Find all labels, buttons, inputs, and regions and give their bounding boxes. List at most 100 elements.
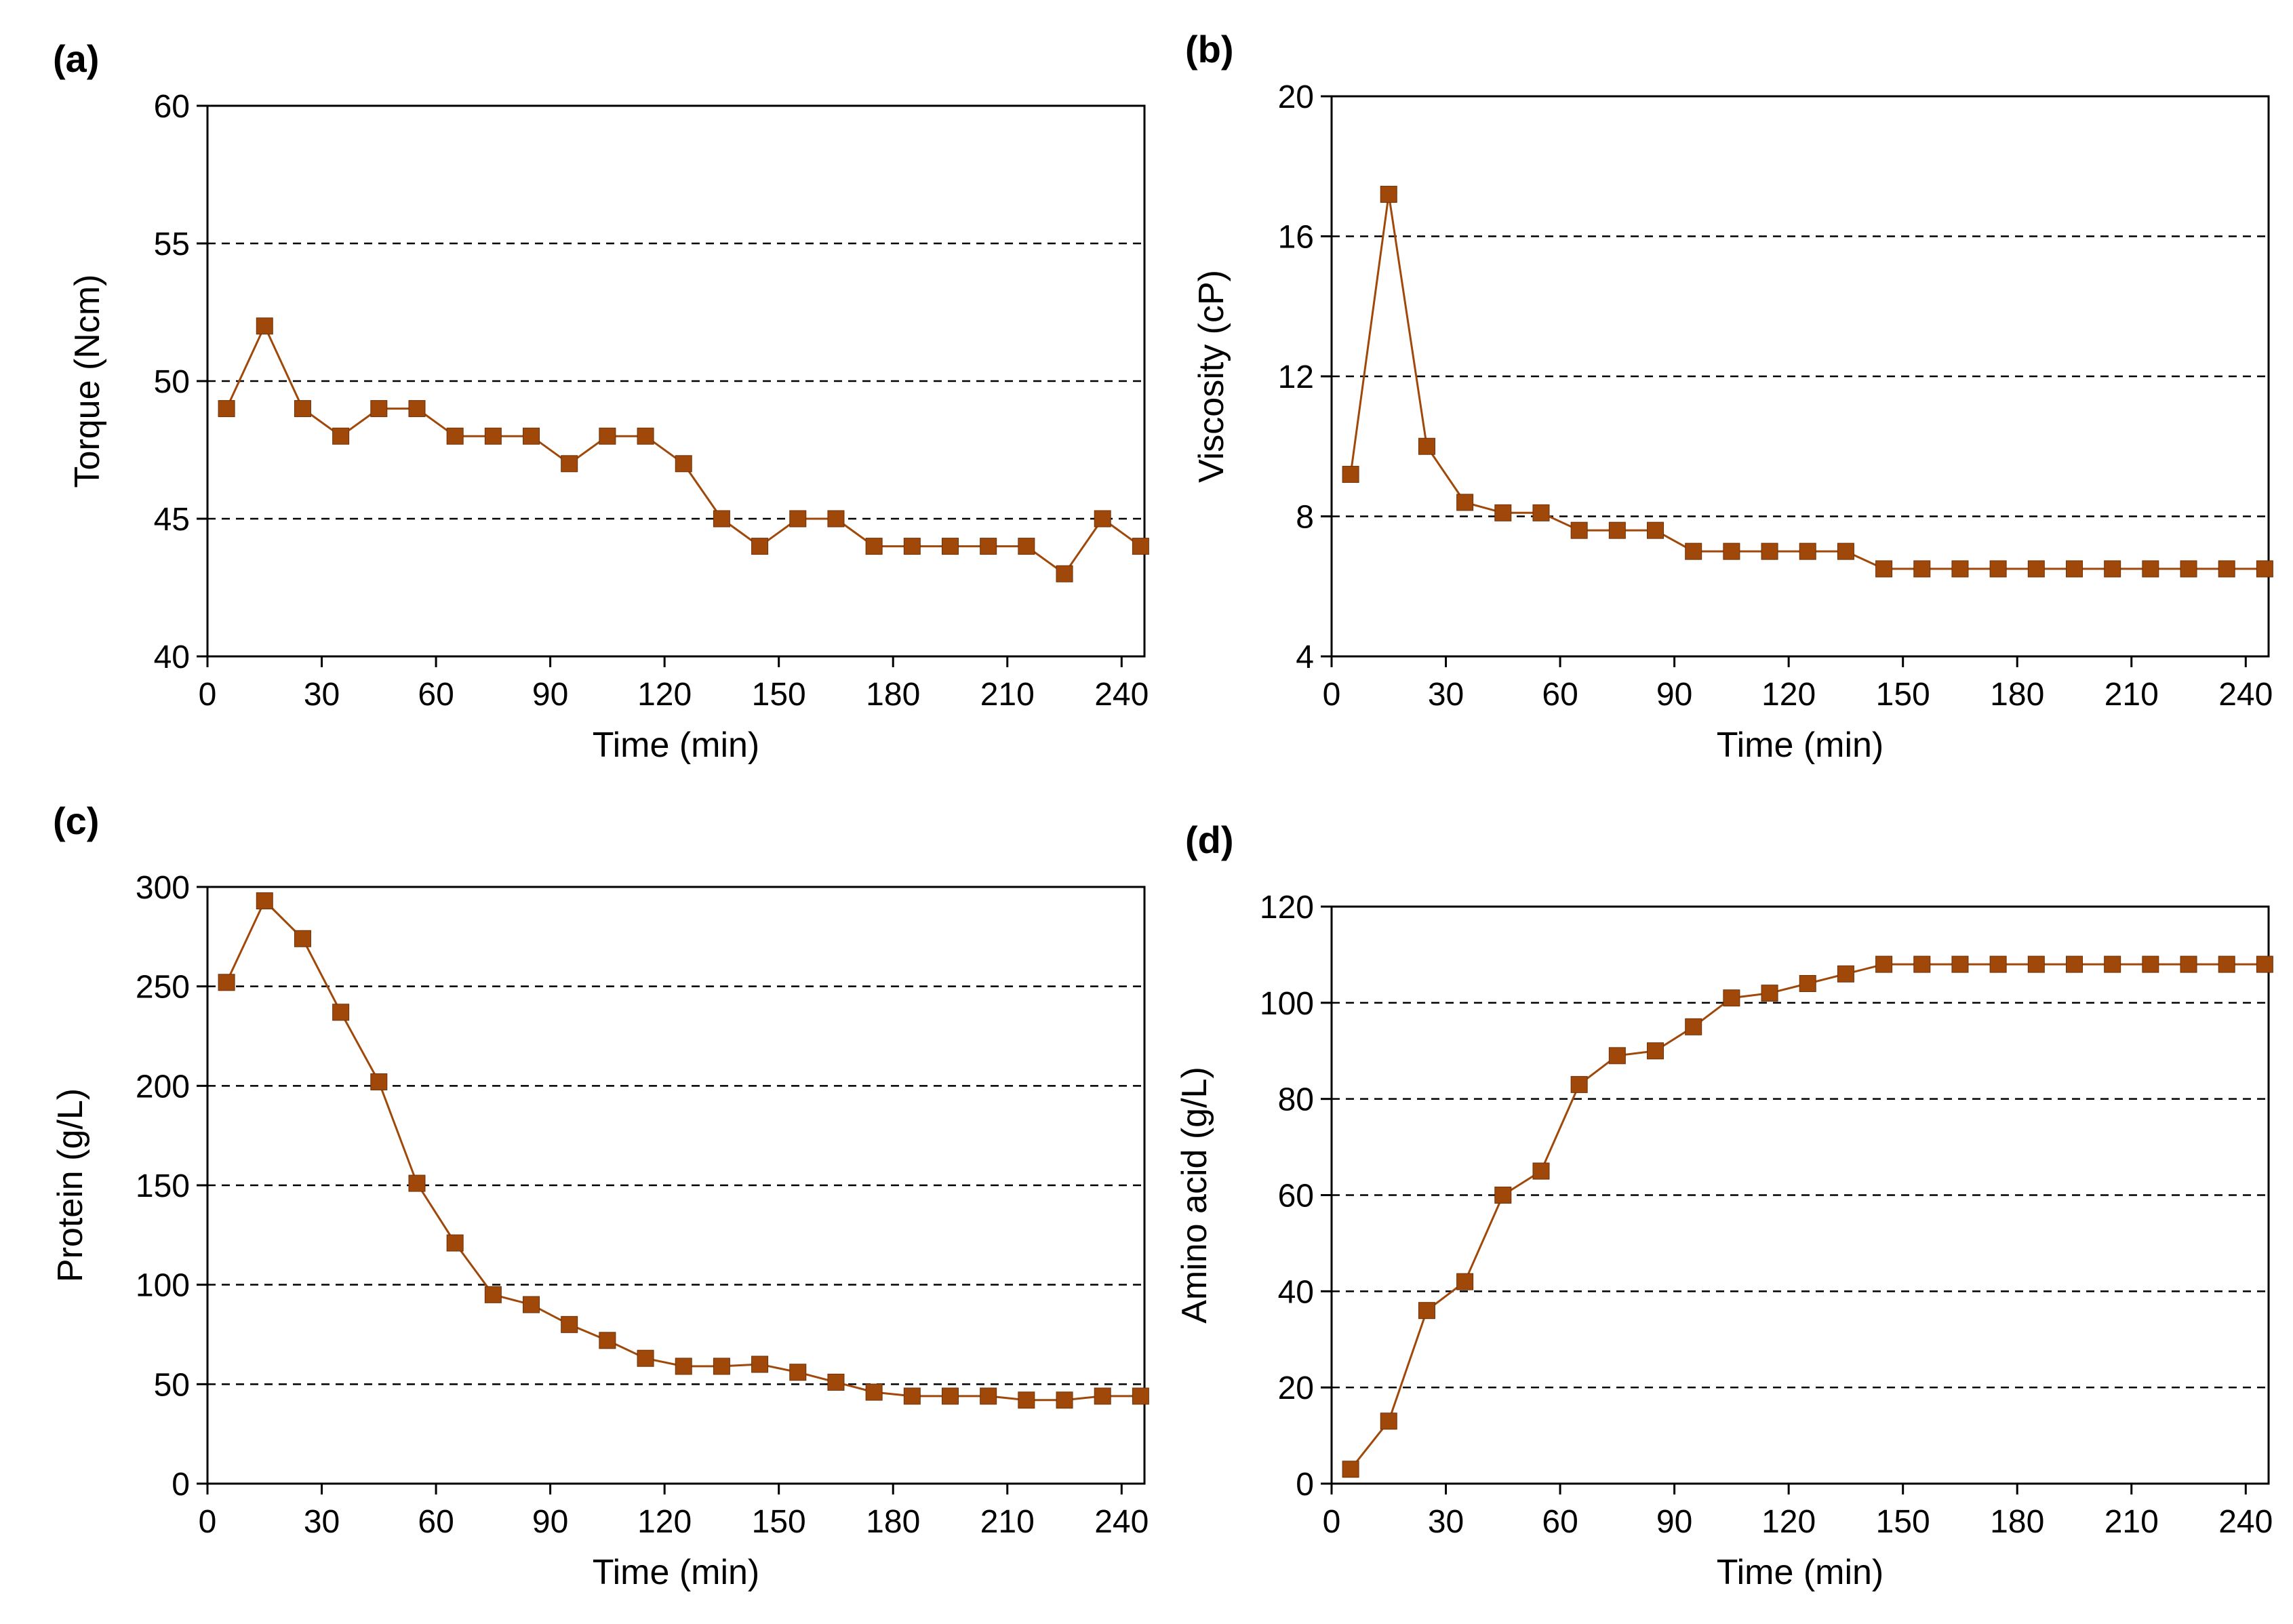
panel-d: (d) 0 20 40 60 80 100 120 0 30 60 90 120 150 180 210 24… — [1175, 818, 2273, 1592]
panel-b-y-tick-label: 20 — [1278, 79, 1314, 115]
panel-a-data-point — [561, 455, 578, 473]
panel-d-data-point — [1456, 1273, 1474, 1290]
panel-c-data-point — [523, 1296, 540, 1313]
panel-b-x-tick-label: 240 — [2218, 677, 2273, 713]
panel-d-x-tick-label: 0 — [1323, 1504, 1341, 1540]
panel-a-y-tick-label: 55 — [154, 226, 190, 262]
panel-c-y-tick-label: 200 — [136, 1069, 190, 1105]
panel-d-data-point — [2027, 955, 2045, 973]
panel-d-y-axis-title: Amino acid (g/L) — [1175, 1067, 1214, 1324]
panel-c-y-tick-label: 100 — [136, 1268, 190, 1304]
panel-a-y-axis-title: Torque (Ncm) — [68, 275, 107, 488]
panel-c-data-point — [561, 1315, 578, 1333]
panel-c-y-tick-label: 150 — [136, 1168, 190, 1204]
panel-d-data-point — [2218, 955, 2235, 973]
panel-a-data-point — [218, 400, 235, 418]
panel-a-x-tick-label: 120 — [637, 677, 692, 713]
panel-b-y-tick-label: 16 — [1278, 220, 1314, 256]
panel-a-x-axis-title: Time (min) — [593, 726, 760, 765]
panel-d-y-tick-label: 80 — [1278, 1082, 1314, 1118]
panel-d-y-tick-label: 20 — [1278, 1370, 1314, 1406]
panel-c-data-point — [599, 1332, 616, 1349]
panel-b-x-tick-label: 120 — [1761, 677, 1816, 713]
panel-a-data-point — [827, 510, 845, 528]
panel-d-x-tick-label: 150 — [1876, 1504, 1930, 1540]
panel-b-data-point — [1380, 186, 1397, 203]
panel-c-data-point — [713, 1358, 730, 1375]
panel-c-x-tick-label: 90 — [532, 1504, 568, 1540]
panel-b-data-point — [1875, 560, 1893, 578]
panel-c-data-point — [370, 1073, 388, 1090]
panel-c-data-point — [446, 1234, 464, 1252]
panel-b-data-point — [2065, 560, 2083, 578]
panel-d-y-tick-label: 120 — [1260, 890, 1314, 926]
panel-b-data-point — [1456, 494, 1474, 511]
panel-b-data-point — [1647, 521, 1664, 539]
panel-d-data-point — [1494, 1187, 1512, 1204]
panel-d-data-point — [2104, 955, 2121, 973]
panel-c-data-point — [789, 1364, 807, 1381]
panel-d-data-point — [2180, 955, 2197, 973]
panel-d-x-tick-label: 120 — [1761, 1504, 1816, 1540]
panel-a-x-tick-label: 240 — [1094, 677, 1149, 713]
panel-d-data-point — [1951, 955, 1969, 973]
panel-c-x-axis-title: Time (min) — [593, 1553, 760, 1592]
panel-c-data-point — [637, 1349, 654, 1367]
panel-d-y-tick-label: 100 — [1260, 986, 1314, 1022]
panel-b-data-point — [2218, 560, 2235, 578]
panel-d-data-point — [2256, 955, 2273, 973]
panel-c-x-tick-label: 30 — [304, 1504, 340, 1540]
panel-d-x-tick-label: 240 — [2218, 1504, 2273, 1540]
panel-b-series-line — [1349, 194, 2265, 570]
panel-d-x-tick-label: 180 — [1990, 1504, 2044, 1540]
panel-c-x-tick-label: 60 — [418, 1504, 454, 1540]
panel-b-data-point — [1570, 521, 1588, 539]
panel-a-x-tick-label: 0 — [199, 677, 217, 713]
panel-a-x-tick-label: 60 — [418, 677, 454, 713]
panel-b-x-tick-label: 180 — [1990, 677, 2044, 713]
panel-d-data-point — [1570, 1075, 1588, 1093]
panel-c-data-point — [941, 1387, 959, 1405]
panel-c-data-point — [1132, 1387, 1149, 1405]
panel-c-data-point — [218, 974, 235, 991]
panel-b-y-axis-title: Viscosity (cP) — [1192, 270, 1231, 483]
panel-b-x-tick-label: 210 — [2105, 677, 2159, 713]
panel-d-data-point — [1532, 1162, 1550, 1180]
panel-a-data-point — [1018, 538, 1035, 555]
panel-d-data-point — [1913, 955, 1931, 973]
panel-d-plot-frame — [1330, 905, 2270, 1485]
panel-d-x-axis-title: Time (min) — [1717, 1553, 1884, 1592]
panel-a-data-point — [599, 427, 616, 445]
panel-d-y-tick-label: 40 — [1278, 1274, 1314, 1310]
panel-a-x-tick-label: 150 — [752, 677, 806, 713]
panel-d-data-point — [1647, 1042, 1664, 1060]
panel-a-data-point — [1132, 538, 1149, 555]
panel-b-data-point — [1418, 437, 1435, 455]
panel-c: (c) 0 50 100 150 200 250 300 0 30 60 90 120 150 180 21… — [51, 799, 1149, 1592]
panel-a-data-point — [408, 400, 426, 418]
panel-b-data-point — [1532, 504, 1550, 521]
panel-b-data-point — [2142, 560, 2159, 578]
panel-b-label: (b) — [1185, 28, 1234, 71]
panel-c-data-point — [751, 1355, 769, 1373]
panel-b-data-point — [1951, 560, 1969, 578]
panel-d-data-point — [1761, 985, 1778, 1002]
panel-b-x-axis-title: Time (min) — [1717, 726, 1884, 765]
panel-a-data-point — [256, 317, 273, 335]
panel-d-data-point — [1799, 974, 1816, 992]
panel-b-x-tick-label: 90 — [1656, 677, 1692, 713]
panel-b-x-tick-label: 30 — [1428, 677, 1464, 713]
panel-d-data-point — [1875, 955, 1893, 973]
panel-a-data-point — [980, 538, 997, 555]
panel-a-x-tick-label: 180 — [866, 677, 920, 713]
panel-c-data-point — [865, 1383, 883, 1401]
panel-a-x-tick-label: 30 — [304, 677, 340, 713]
panel-d-data-point — [1723, 989, 1740, 1007]
panel-b-data-point — [1989, 560, 2007, 578]
panel-b-y-tick-label: 4 — [1296, 639, 1314, 675]
panel-c-data-point — [484, 1286, 502, 1303]
panel-c-data-point — [1094, 1387, 1111, 1405]
panel-d-series-line — [1349, 963, 2265, 1470]
panel-a-data-point — [865, 538, 883, 555]
panel-c-y-tick-label: 50 — [154, 1367, 190, 1403]
